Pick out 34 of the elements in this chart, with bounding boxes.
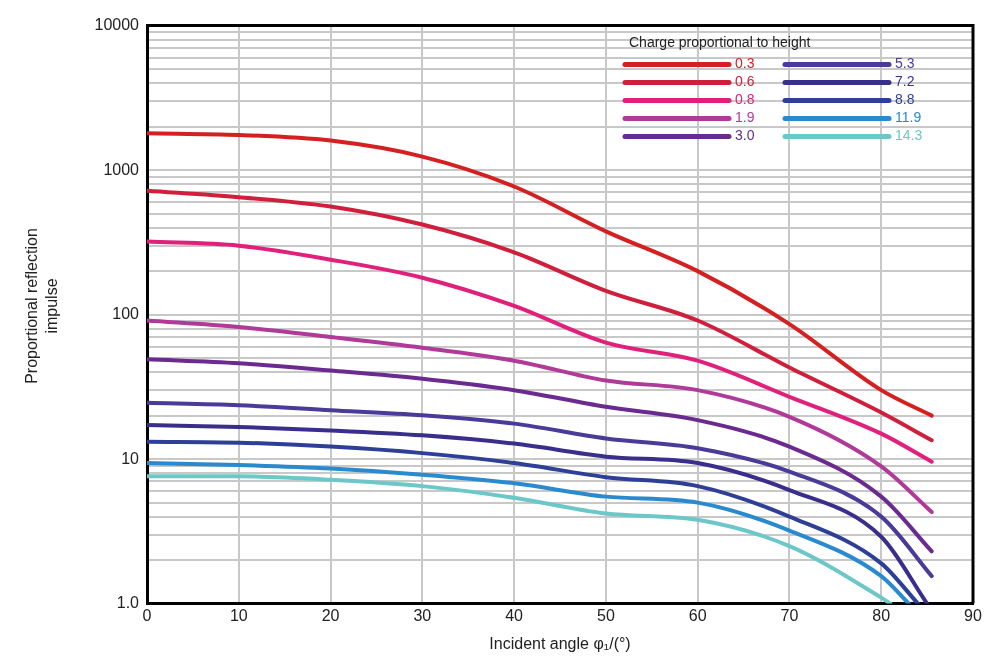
text: 3.0	[735, 127, 755, 144]
line-series	[147, 188, 934, 443]
text: 0.8	[735, 91, 755, 108]
text: 14.3	[895, 127, 923, 144]
text: 0.3	[735, 55, 755, 72]
x-tick-label: 40	[505, 606, 524, 624]
line-series	[147, 239, 934, 464]
x-tick-label: 0	[142, 606, 152, 624]
line-series	[147, 318, 934, 515]
y-tick-label: 1.0	[116, 594, 140, 612]
y-tick-label: 10000	[94, 16, 140, 34]
text: 0.6	[735, 73, 755, 90]
x-axis-title: Incident angle φ₁/(°)	[489, 634, 631, 652]
line-series	[147, 131, 934, 418]
x-tick-label: 60	[688, 606, 707, 624]
y-tick-label: 100	[112, 305, 140, 323]
x-tick-label: 50	[596, 606, 615, 624]
y-axis-title: Proportional reflection impulse	[22, 227, 61, 386]
y-tick-label: 10	[121, 449, 140, 467]
x-tick-label: 90	[964, 606, 982, 624]
text: 1.9	[735, 109, 755, 126]
x-tick-label: 70	[780, 606, 799, 624]
x-tick-label: 30	[413, 606, 432, 624]
line-series	[147, 400, 934, 579]
x-tick-label: 20	[321, 606, 340, 624]
legend-title: Charge proportional to height	[629, 34, 811, 51]
text: 8.8	[895, 91, 915, 108]
text: 11.9	[895, 109, 922, 126]
line-series	[147, 357, 934, 554]
x-tick-label: 10	[229, 606, 248, 624]
y-tick-label: 1000	[103, 160, 140, 178]
x-tick-label: 80	[872, 606, 891, 624]
text: 5.3	[895, 55, 915, 72]
text: 7.2	[895, 73, 915, 90]
